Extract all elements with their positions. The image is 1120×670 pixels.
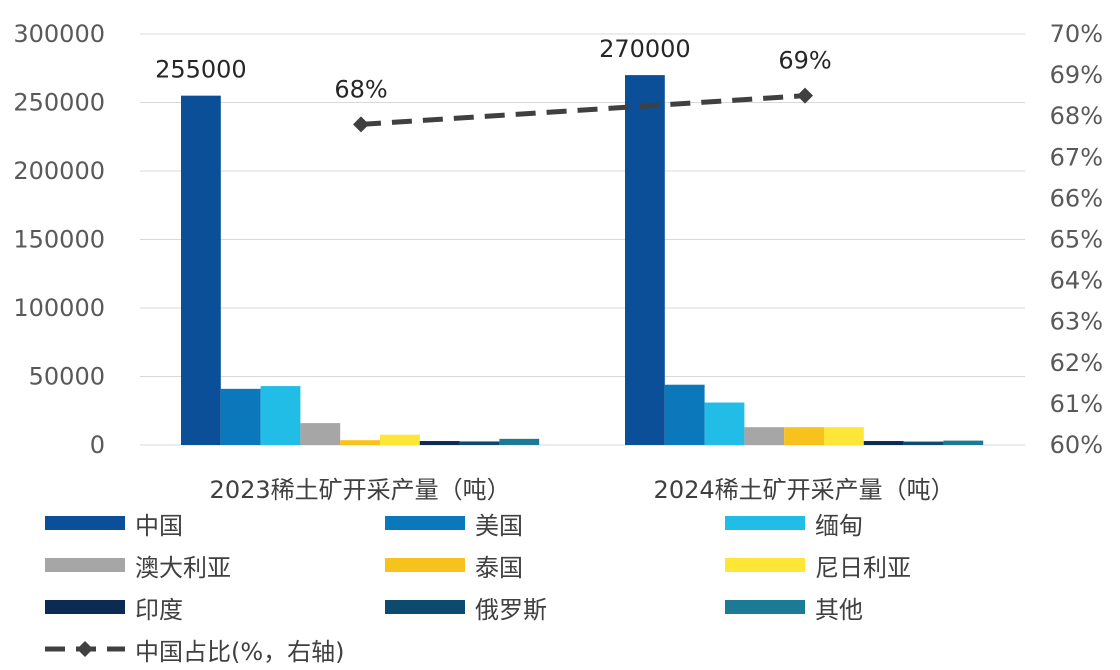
right-tick-label: 69% xyxy=(1050,61,1103,89)
legend-swatch xyxy=(385,558,465,572)
bar-0-0 xyxy=(181,95,221,446)
legend-label: 印度 xyxy=(135,595,183,624)
right-tick-label: 61% xyxy=(1050,390,1103,418)
legend-label: 尼日利亚 xyxy=(815,553,911,582)
bar-1-4 xyxy=(784,427,824,445)
line-path xyxy=(360,93,806,127)
left-tick-label: 300000 xyxy=(13,20,105,48)
legend-item: 美国 xyxy=(385,506,523,540)
bar-1-7 xyxy=(903,441,944,445)
right-tick-label: 68% xyxy=(1050,102,1103,130)
legend-item-line: 中国占比(%，右轴) xyxy=(45,632,345,666)
right-axis: 60% 61% 62% 63% 64% 65% 66% 67% 68% 69% 70% xyxy=(1050,20,1103,459)
legend-swatch xyxy=(45,516,125,530)
bar-0-7 xyxy=(459,441,500,445)
legend-line-swatch xyxy=(45,641,125,657)
bar-data-label: 270000 xyxy=(599,35,691,63)
legend-item: 其他 xyxy=(725,590,863,624)
legend-label: 泰国 xyxy=(475,553,523,582)
line-marker xyxy=(797,87,813,104)
line-data-label: 69% xyxy=(778,47,831,75)
left-tick-label: 150000 xyxy=(13,226,105,254)
right-tick-label: 66% xyxy=(1050,184,1103,212)
right-tick-label: 64% xyxy=(1050,267,1103,295)
category-axis: 2023稀土矿开采产量（吨） 2024稀土矿开采产量（吨） xyxy=(210,476,955,504)
bar-1-0 xyxy=(625,75,665,445)
legend: 中国 美国 缅甸澳大利亚 泰国 尼日利亚印度 俄罗斯 其他中国占比(%，右轴) xyxy=(0,500,1120,670)
legend-item: 泰国 xyxy=(385,548,523,582)
left-tick-label: 100000 xyxy=(13,294,105,322)
bar-data-label: 255000 xyxy=(155,56,247,84)
left-tick-label: 250000 xyxy=(13,89,105,117)
bar-0-4 xyxy=(340,440,380,445)
left-tick-label: 50000 xyxy=(29,363,105,391)
legend-label: 中国占比(%，右轴) xyxy=(135,637,345,666)
bar-1-6 xyxy=(863,441,904,445)
right-tick-label: 63% xyxy=(1050,308,1103,336)
legend-label: 其他 xyxy=(815,595,863,624)
bar-0-5 xyxy=(380,434,420,445)
legend-line-marker xyxy=(77,641,93,657)
legend-item: 缅甸 xyxy=(725,506,863,540)
legend-swatch xyxy=(725,600,805,614)
legend-label: 中国 xyxy=(135,511,183,540)
right-tick-label: 62% xyxy=(1050,349,1103,377)
legend-label: 澳大利亚 xyxy=(135,553,231,582)
legend-item: 澳大利亚 xyxy=(45,548,231,582)
legend-item: 俄罗斯 xyxy=(385,590,547,624)
line-data-label: 68% xyxy=(334,75,387,103)
left-tick-label: 200000 xyxy=(13,157,105,185)
right-tick-label: 65% xyxy=(1050,226,1103,254)
gridlines xyxy=(140,33,1025,446)
bar-1-3 xyxy=(744,427,785,445)
legend-swatch xyxy=(45,558,125,572)
data-labels: 255000 270000 68% 69% xyxy=(155,35,832,103)
bar-1-8 xyxy=(943,440,984,445)
right-tick-label: 67% xyxy=(1050,143,1103,171)
bar-1-1 xyxy=(664,384,705,445)
bar-0-1 xyxy=(220,388,261,445)
legend-label: 缅甸 xyxy=(815,511,863,540)
legend-swatch xyxy=(725,558,805,572)
legend-item: 尼日利亚 xyxy=(725,548,911,582)
bar-0-6 xyxy=(419,441,460,445)
legend-swatch xyxy=(45,600,125,614)
bar-1-5 xyxy=(824,427,864,445)
left-axis: 0 50000 100000 150000 200000 250000 300000 xyxy=(13,20,105,459)
legend-swatch xyxy=(725,516,805,530)
bar-1-2 xyxy=(704,402,745,445)
legend-swatch xyxy=(385,600,465,614)
category-label: 2024稀土矿开采产量（吨） xyxy=(654,476,955,504)
line-series xyxy=(353,87,813,133)
category-label: 2023稀土矿开采产量（吨） xyxy=(210,476,511,504)
left-tick-label: 0 xyxy=(90,431,105,459)
bar-0-8 xyxy=(499,438,540,445)
bar-0-3 xyxy=(300,423,341,445)
right-tick-label: 60% xyxy=(1050,431,1103,459)
legend-item: 印度 xyxy=(45,590,183,624)
legend-label: 美国 xyxy=(475,511,523,540)
bar-series xyxy=(181,75,984,446)
legend-item: 中国 xyxy=(45,506,183,540)
legend-label: 俄罗斯 xyxy=(475,595,547,624)
legend-swatch xyxy=(385,516,465,530)
bar-0-2 xyxy=(260,386,301,445)
line-marker xyxy=(353,116,369,133)
right-tick-label: 70% xyxy=(1050,20,1103,48)
